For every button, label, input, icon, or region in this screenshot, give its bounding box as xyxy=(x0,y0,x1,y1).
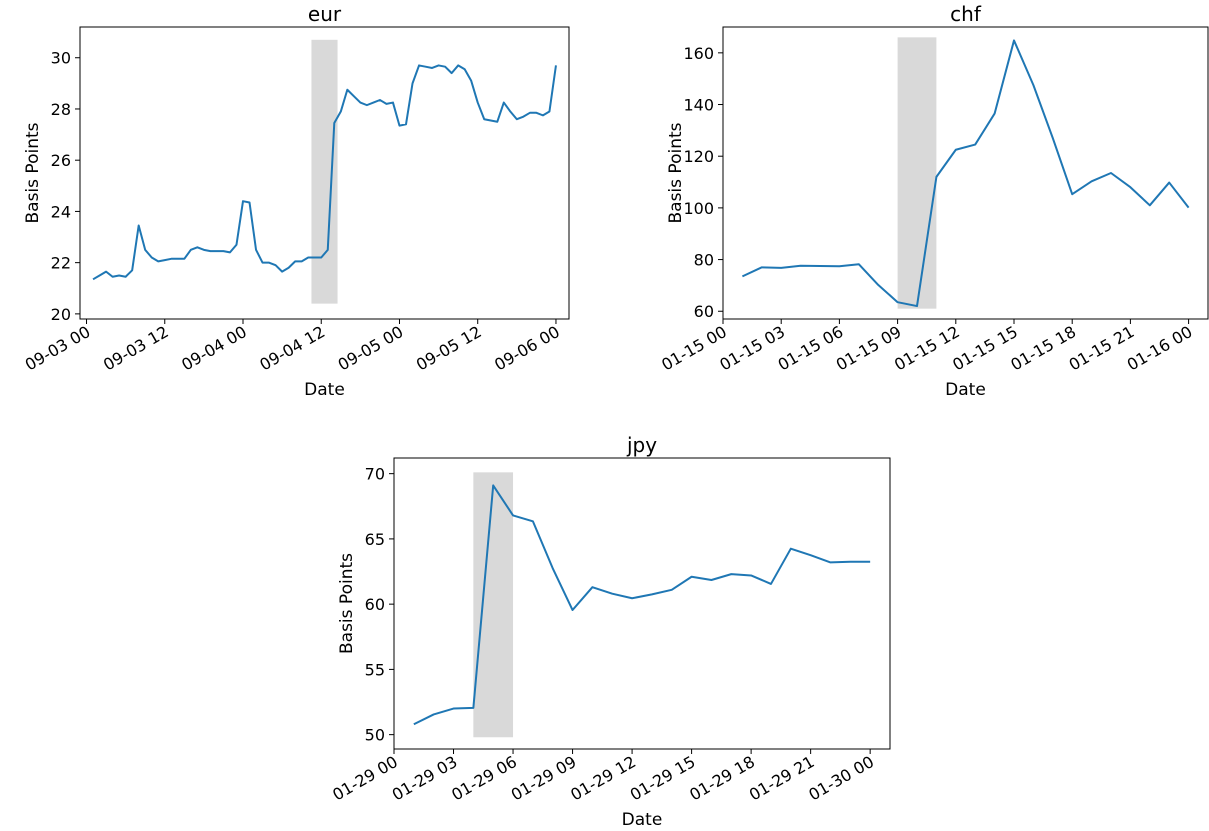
x-tick-label: 09-06 00 xyxy=(491,322,563,374)
y-tick-label: 100 xyxy=(683,199,714,218)
x-axis-label: Date xyxy=(622,810,663,830)
x-tick-label: 01-15 00 xyxy=(658,322,730,374)
x-tick-label: 01-15 18 xyxy=(1007,322,1079,374)
x-tick-label: 01-15 21 xyxy=(1066,322,1138,374)
y-tick-label: 24 xyxy=(51,202,71,221)
shaded-event-span xyxy=(897,37,937,309)
chart-title: jpy xyxy=(626,433,657,457)
shaded-event-span xyxy=(311,39,338,304)
y-tick-label: 65 xyxy=(365,530,385,549)
x-tick-label: 01-29 00 xyxy=(329,752,401,804)
x-tick-label: 09-04 12 xyxy=(256,322,328,374)
axes-frame xyxy=(722,26,1209,320)
x-tick-label: 01-29 18 xyxy=(686,752,758,804)
y-tick-label: 140 xyxy=(683,96,714,115)
y-axis-label: Basis Points xyxy=(23,122,43,223)
chart-title: chf xyxy=(950,2,982,26)
y-tick-label: 20 xyxy=(51,305,71,324)
y-tick-label: 60 xyxy=(694,302,714,321)
series-line xyxy=(413,484,871,726)
y-tick-label: 160 xyxy=(683,44,714,63)
x-tick-label: 01-15 03 xyxy=(716,322,788,374)
x-tick-label: 01-16 00 xyxy=(1124,322,1196,374)
x-tick-label: 01-29 21 xyxy=(746,752,818,804)
y-tick-label: 50 xyxy=(365,726,385,745)
x-tick-label: 09-03 00 xyxy=(22,322,94,374)
x-tick-label: 01-30 00 xyxy=(805,752,877,804)
y-tick-label: 55 xyxy=(365,660,385,679)
axes-frame xyxy=(79,26,570,320)
shaded-event-span xyxy=(473,472,514,738)
x-tick-label: 01-15 09 xyxy=(833,322,905,374)
x-axis-label: Date xyxy=(304,380,345,400)
y-tick-label: 30 xyxy=(51,49,71,68)
x-tick-label: 01-15 06 xyxy=(775,322,847,374)
y-axis-label: Basis Points xyxy=(337,553,357,654)
x-tick-label: 09-05 00 xyxy=(335,322,407,374)
y-tick-label: 26 xyxy=(51,151,71,170)
y-tick-label: 70 xyxy=(365,465,385,484)
x-tick-label: 01-29 06 xyxy=(448,752,520,804)
chart-title: eur xyxy=(308,2,342,26)
y-tick-label: 60 xyxy=(365,595,385,614)
x-tick-label: 01-29 12 xyxy=(567,752,639,804)
x-tick-label: 09-04 00 xyxy=(178,322,250,374)
series-line xyxy=(92,64,557,281)
axes-frame xyxy=(393,457,891,750)
y-axis-label: Basis Points xyxy=(666,122,686,223)
series-line xyxy=(741,39,1190,308)
y-tick-label: 22 xyxy=(51,254,71,273)
y-tick-label: 80 xyxy=(694,251,714,270)
x-tick-label: 09-03 12 xyxy=(100,322,172,374)
x-tick-label: 01-29 03 xyxy=(389,752,461,804)
y-tick-label: 120 xyxy=(683,147,714,166)
x-axis-label: Date xyxy=(945,380,986,400)
x-tick-label: 01-29 09 xyxy=(508,752,580,804)
x-tick-label: 01-15 15 xyxy=(949,322,1021,374)
x-tick-label: 01-29 15 xyxy=(627,752,699,804)
x-tick-label: 01-15 12 xyxy=(891,322,963,374)
y-tick-label: 28 xyxy=(51,100,71,119)
x-tick-label: 09-05 12 xyxy=(413,322,485,374)
